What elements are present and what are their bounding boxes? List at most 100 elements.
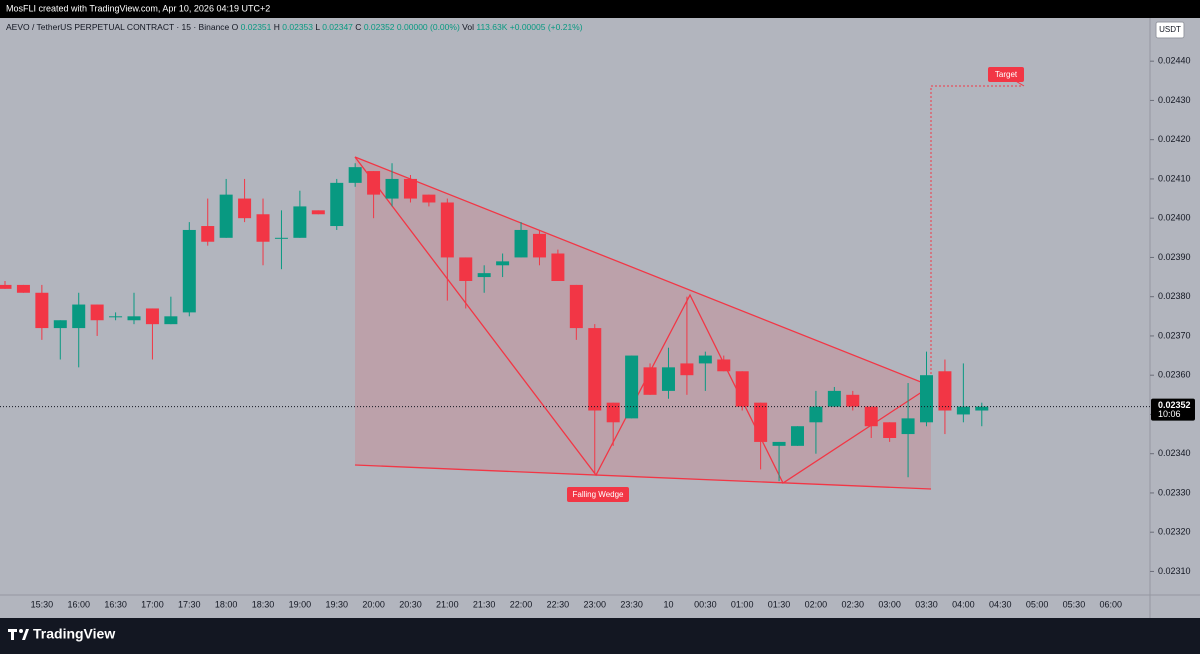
header-part: 0.02347 <box>322 22 353 32</box>
candle-body <box>72 304 86 329</box>
candle-body <box>661 367 675 391</box>
x-tick-label: 23:30 <box>620 599 643 609</box>
x-tick-label: 20:00 <box>362 599 385 609</box>
candle-body <box>864 406 878 427</box>
y-tick-label: 0.02330 <box>1158 487 1191 497</box>
x-tick-label: 00:30 <box>694 599 717 609</box>
attribution: MosFLI created with TradingView.com, Apr… <box>6 3 270 13</box>
zigzag <box>354 156 932 484</box>
candle-body <box>790 426 804 446</box>
header-part: AEVO / TetherUS PERPETUAL CONTRACT · 15 … <box>6 22 230 32</box>
x-tick-label: 05:00 <box>1026 599 1049 609</box>
candle-body <box>256 214 270 242</box>
candle-body <box>35 292 49 329</box>
candle-body <box>698 355 712 364</box>
candle-body <box>385 178 399 199</box>
candle-body <box>422 194 436 203</box>
x-tick-label: 22:00 <box>510 599 533 609</box>
candle-body <box>348 167 362 183</box>
currency[interactable]: USDT <box>1159 25 1181 34</box>
candle-body <box>883 422 897 438</box>
y-tick-label: 0.02430 <box>1158 95 1191 105</box>
y-tick-label: 0.02390 <box>1158 252 1191 262</box>
x-tick-label: 18:00 <box>215 599 238 609</box>
candle-body <box>643 367 657 395</box>
x-tick-label: 02:30 <box>842 599 865 609</box>
x-tick-label: 04:30 <box>989 599 1012 609</box>
wedge-upper <box>354 156 932 387</box>
candle-body <box>680 363 694 376</box>
candle-body <box>846 394 860 407</box>
countdown: 10:06 <box>1158 409 1181 419</box>
bottom-bar <box>0 618 1200 654</box>
candle-body <box>403 178 417 199</box>
wedge-box <box>567 487 629 502</box>
candle-body <box>367 171 381 195</box>
candle-body <box>606 402 620 423</box>
candle-body <box>219 194 233 238</box>
logo-part <box>11 629 14 640</box>
x-tick-label: 17:00 <box>141 599 164 609</box>
header-part: C <box>355 22 361 32</box>
y-tick-label: 0.02400 <box>1158 213 1191 223</box>
candle-body <box>293 206 307 238</box>
x-tick-label: 15:30 <box>31 599 54 609</box>
candle-body <box>109 316 123 318</box>
candle-body <box>311 210 325 215</box>
candle-body <box>588 328 602 411</box>
logo-part <box>22 629 29 640</box>
header-part: 0.00000 (0.00%) <box>397 22 460 32</box>
drawings: Target Falling Wedge <box>354 67 1025 502</box>
header-part: H <box>274 22 280 32</box>
candle-body <box>569 284 583 329</box>
candle-body <box>514 229 528 258</box>
header: AEVO / TetherUS PERPETUAL CONTRACT · 15 … <box>6 22 583 32</box>
y-tick-label: 0.02370 <box>1158 330 1191 340</box>
candle-body <box>901 418 915 435</box>
x-tick-label: 01:30 <box>768 599 791 609</box>
candle-body <box>127 316 141 321</box>
candle-body <box>809 406 823 423</box>
candle-body <box>975 406 989 411</box>
x-tick-label: 21:00 <box>436 599 459 609</box>
candle-body <box>827 390 841 407</box>
candle-body <box>164 316 178 325</box>
x-tick-label: 19:00 <box>289 599 312 609</box>
wedge-fill <box>355 157 931 489</box>
x-tick-label: 05:30 <box>1063 599 1086 609</box>
x-tick-label: 01:00 <box>731 599 754 609</box>
x-tick-label: 21:30 <box>473 599 496 609</box>
candle-body <box>274 237 288 239</box>
top-bar <box>0 0 1200 18</box>
header-part: +0.00005 (+0.21%) <box>510 22 583 32</box>
wedge-label: Falling Wedge <box>573 490 625 499</box>
brand: TradingView <box>33 626 115 642</box>
x-tick-label: 23:00 <box>583 599 606 609</box>
x-tick-label: 19:30 <box>325 599 348 609</box>
candle-body <box>938 371 952 411</box>
target-box <box>988 67 1024 82</box>
x-tick-label: 20:30 <box>399 599 422 609</box>
candle-body <box>735 371 749 407</box>
logo-icon <box>8 629 29 640</box>
x-tick-label: 02:00 <box>805 599 828 609</box>
candle-body <box>440 202 454 258</box>
y-tick-label: 0.02320 <box>1158 527 1191 537</box>
candle-body <box>201 226 215 242</box>
candle-body <box>145 308 159 325</box>
y-tick-label: 0.02380 <box>1158 291 1191 301</box>
logo-part <box>19 629 23 633</box>
x-tick-label: 04:00 <box>952 599 975 609</box>
x-tick-label: 17:30 <box>178 599 201 609</box>
currency-button[interactable] <box>1155 21 1185 39</box>
candle-body <box>477 273 491 278</box>
header-part: 113.63K <box>476 22 507 32</box>
header-part: O <box>232 22 239 32</box>
x-tick-label: 16:30 <box>104 599 127 609</box>
candles <box>0 163 989 482</box>
candle-body <box>717 359 731 372</box>
last-price-box <box>1151 398 1195 421</box>
candle-body <box>551 253 565 281</box>
x-tick-label: 18:30 <box>252 599 275 609</box>
